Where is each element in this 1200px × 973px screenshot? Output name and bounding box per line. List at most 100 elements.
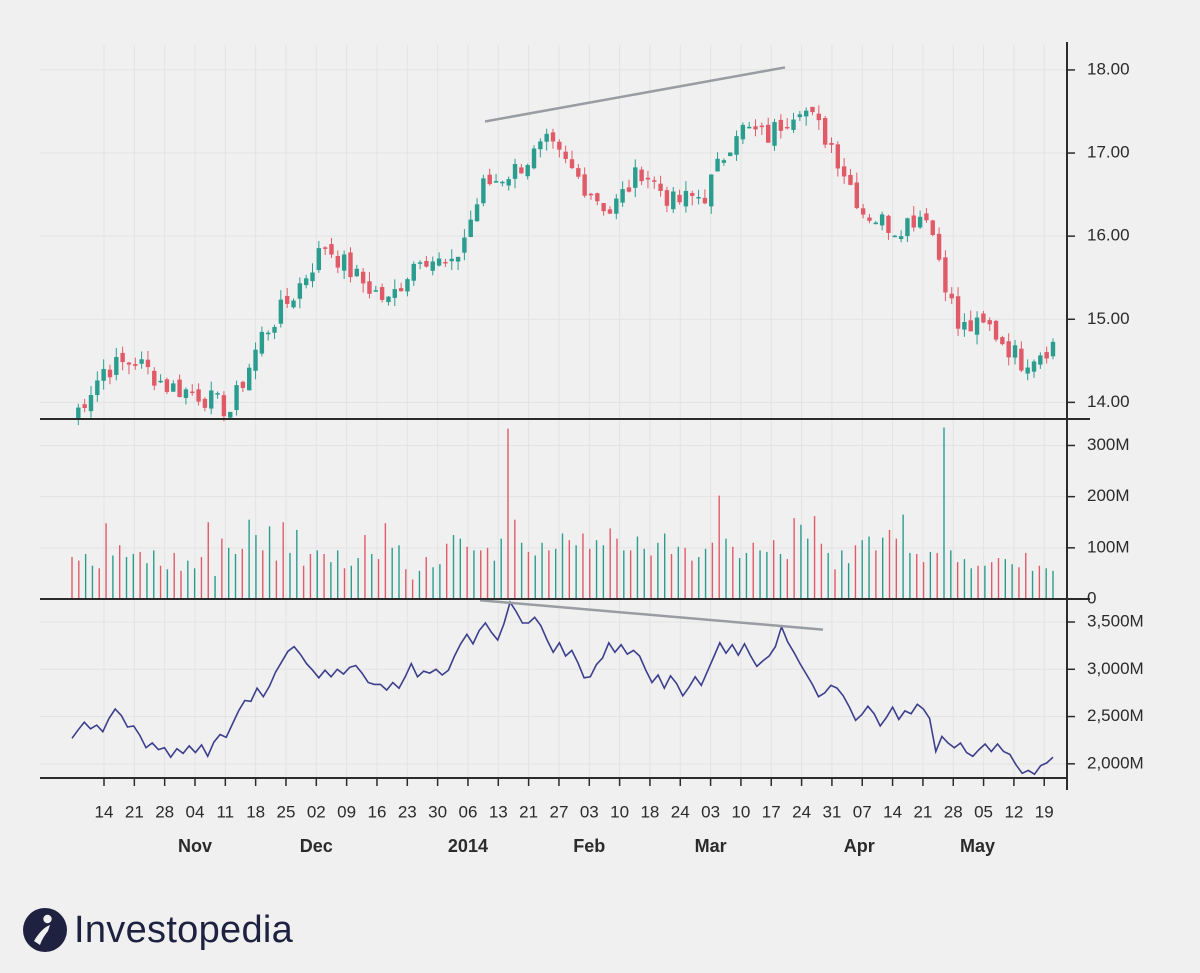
candle [367,272,372,299]
candle-body [253,349,258,371]
candle-body [133,364,138,366]
candle-body [1031,361,1037,372]
grid-lines [40,45,1067,778]
candle [468,210,473,238]
candle-body [892,235,897,238]
candle [455,256,461,270]
candle-body [481,178,486,204]
candle-body [620,189,625,203]
candle [601,203,606,216]
candle [905,217,910,243]
candle [398,282,404,292]
candle-body [936,233,942,260]
candle [120,346,125,371]
candle-body [101,368,106,381]
x-tick-label: 03 [580,802,599,821]
candle [164,377,170,394]
candlestick-series [76,105,1056,426]
candle [411,261,416,286]
candle [512,158,518,189]
candle-body [373,290,378,292]
candle [974,311,980,345]
obv-trendline [479,599,824,631]
candle-body [652,180,657,182]
candle [259,326,265,357]
candle-body [835,144,841,169]
candle [114,347,119,381]
candle-body [569,159,575,169]
price-axis-tick-label: 14.00 [1087,392,1130,411]
candle-body [829,142,834,145]
x-tick-label: 10 [610,802,629,821]
brand-name: Investopedia [74,908,294,951]
candle-body [322,247,328,249]
candle [892,234,897,238]
candle-body [183,389,189,398]
candle-body [443,261,448,264]
price-axis-tick-label: 15.00 [1087,309,1130,328]
candle-body [1044,352,1049,359]
candle-body [582,174,587,196]
candle-body [860,208,866,215]
x-tick-label: 25 [277,802,296,821]
candle [981,310,986,324]
candle [247,363,252,391]
candle-body [487,174,492,185]
candle [310,263,315,288]
candle [436,252,442,267]
candle [1000,335,1005,346]
candle-body [519,167,524,174]
candle [500,180,505,187]
candle-body [82,404,87,409]
candle-body [297,283,303,299]
candle-body [747,126,752,129]
candle [936,227,942,262]
candle-body [886,215,891,233]
candle-body [740,124,746,140]
candle [822,115,828,149]
candle [221,391,227,422]
candle-body [145,359,151,368]
candle-body [791,119,796,130]
candle-body [107,369,113,378]
candle-body [196,389,201,402]
candle-body [576,168,581,177]
candle [519,163,524,175]
candle-body [683,190,689,207]
candle-body [417,262,423,264]
candle [784,118,790,130]
candle [955,287,961,336]
candle [341,250,347,279]
candle [234,380,239,416]
candle-body [538,141,543,150]
candle [759,122,765,135]
price-axis-tick-label: 18.00 [1087,59,1130,78]
candle-body [677,194,682,203]
candle [633,159,638,198]
candle [582,167,587,198]
candle-body [88,395,94,412]
candle-body [500,181,505,184]
candle [481,174,486,207]
candle-body [626,187,632,192]
x-tick-label: 12 [1004,802,1023,821]
candle-body [436,258,442,266]
x-tick-label: 11 [216,802,234,821]
candle [493,173,499,183]
candle [898,230,904,243]
x-tick-label: 18 [640,802,659,821]
candle-body [595,193,600,202]
candle-body [987,320,992,325]
candle-body [310,272,315,282]
candle-body [759,125,765,128]
month-label: Dec [300,836,333,856]
candle [430,256,435,276]
candle [443,258,448,267]
candle-body [405,279,410,292]
candle [1038,352,1043,369]
candle-body [822,117,828,145]
candle-body [1006,341,1011,358]
candle [196,383,201,406]
x-tick-label: 06 [458,802,477,821]
candle [987,317,992,331]
